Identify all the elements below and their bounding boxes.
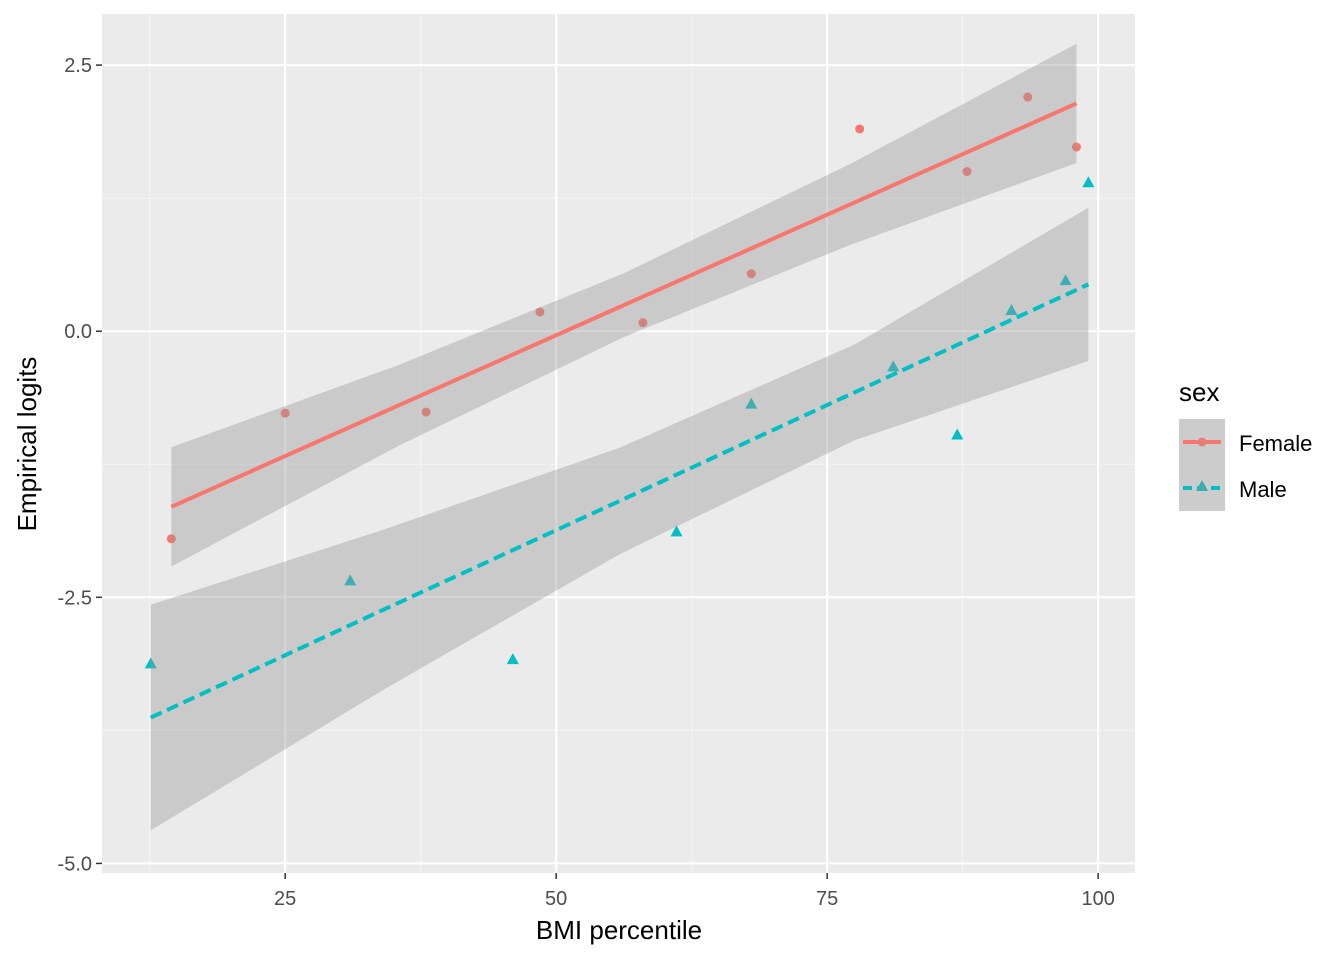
- y-axis-title: Empirical logits: [12, 357, 42, 532]
- point-female: [280, 408, 290, 418]
- point-female: [746, 269, 756, 279]
- y-tick-label: 2.5: [64, 55, 92, 77]
- legend-title: sex: [1179, 377, 1219, 407]
- fit-line-female: [170, 101, 1078, 509]
- fit-line-male: [149, 282, 1090, 720]
- point-male: [1005, 303, 1018, 315]
- point-female: [1023, 92, 1033, 102]
- point-male: [1059, 274, 1072, 286]
- x-axis-title: BMI percentile: [536, 915, 702, 945]
- point-male: [887, 360, 900, 372]
- point-male: [144, 657, 157, 669]
- point-female: [962, 167, 972, 177]
- point-female: [638, 318, 648, 328]
- y-tick-label: -5.0: [58, 853, 92, 875]
- legend-label-female: Female: [1239, 431, 1312, 456]
- y-tick-label: 0.0: [64, 321, 92, 343]
- points: [144, 92, 1095, 669]
- point-male: [506, 653, 519, 665]
- confidence-band-male: [150, 207, 1089, 831]
- axis-ticks: 25 50 75 100 2.5 0.0 -2.5 -5.0: [58, 55, 1115, 910]
- point-male: [745, 397, 758, 409]
- x-tick-label: 100: [1081, 888, 1114, 910]
- point-female: [166, 534, 176, 544]
- fit-lines: [149, 101, 1090, 720]
- x-tick-label: 75: [816, 888, 838, 910]
- y-tick-label: -2.5: [58, 587, 92, 609]
- point-female: [855, 124, 865, 134]
- legend-female-marker: [1197, 437, 1207, 447]
- grid-minor: [102, 14, 1135, 873]
- point-female: [535, 307, 545, 317]
- x-tick-label: 50: [545, 888, 567, 910]
- legend-male-marker: [1196, 480, 1208, 491]
- point-male: [1082, 176, 1095, 188]
- legend-label-male: Male: [1239, 477, 1287, 502]
- point-female: [1071, 142, 1081, 152]
- point-male: [670, 525, 683, 537]
- grid-major: [102, 14, 1135, 873]
- point-male: [951, 428, 964, 440]
- point-female: [421, 407, 431, 417]
- legend: sex Female Male: [1179, 377, 1312, 511]
- x-tick-label: 25: [274, 888, 296, 910]
- point-male: [344, 574, 357, 586]
